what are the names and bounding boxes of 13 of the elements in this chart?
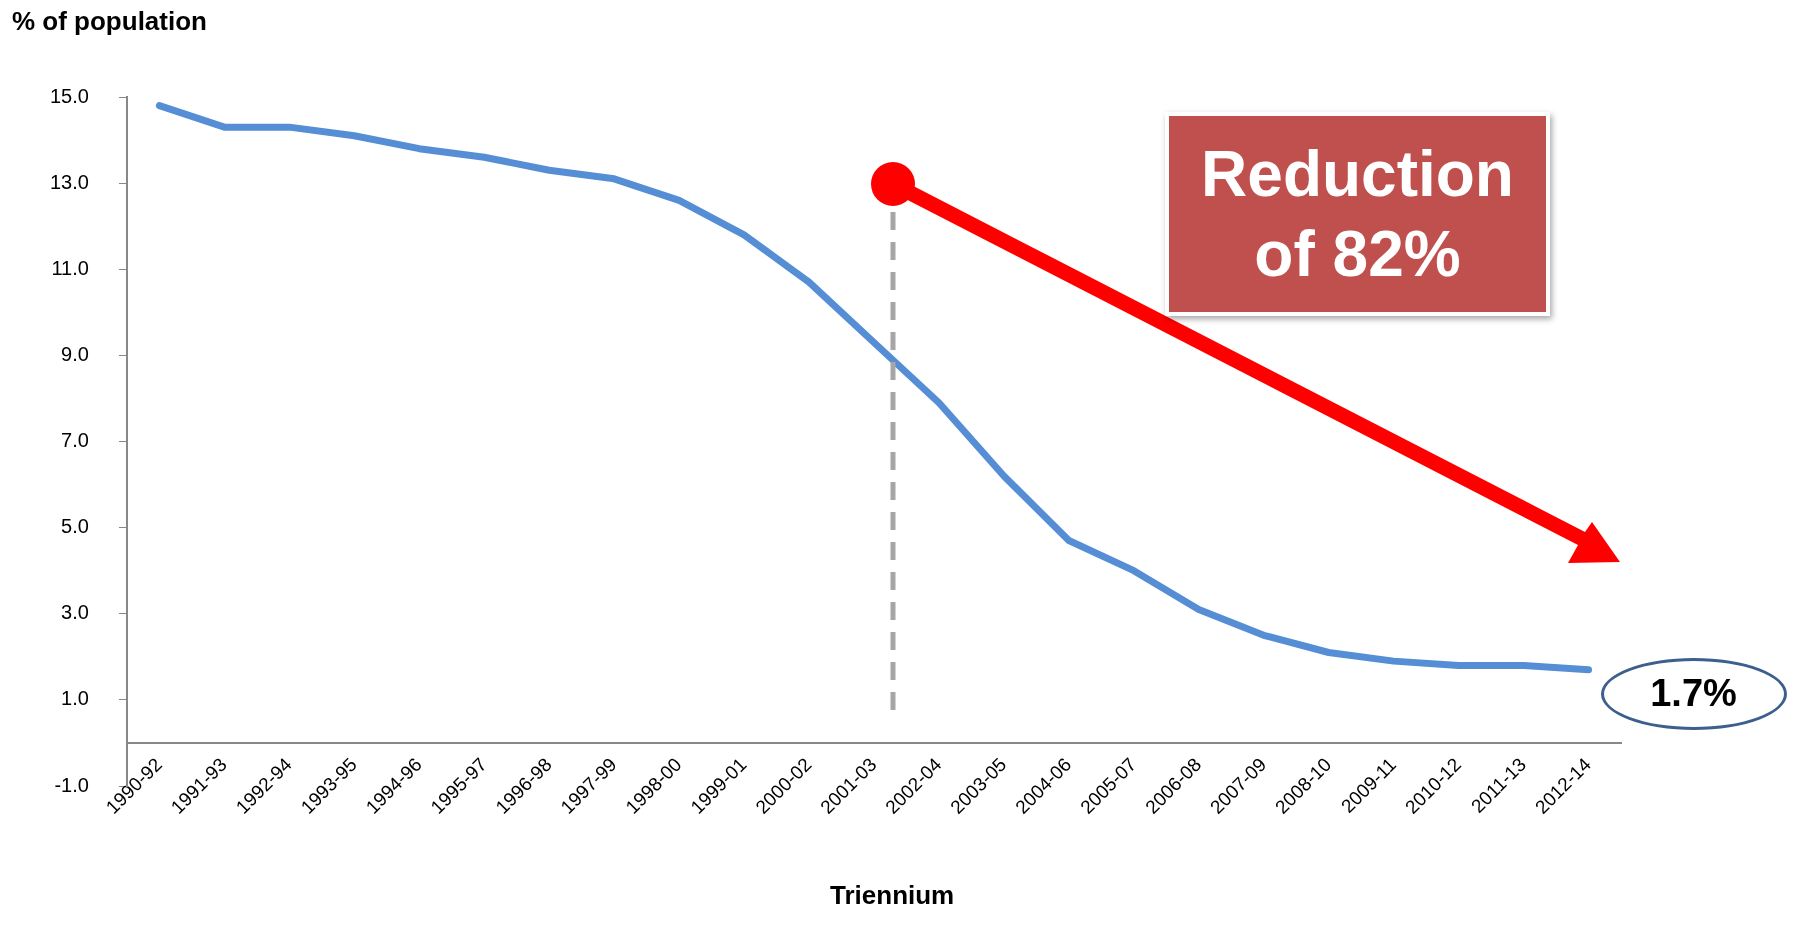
annotation: Reduction of 82% bbox=[1165, 112, 1550, 316]
y-tick-label: 11.0 bbox=[51, 256, 89, 279]
y-tick-label: 9.0 bbox=[61, 342, 89, 365]
y-tick-label: 13.0 bbox=[49, 170, 89, 193]
y-axis-title: % of population bbox=[12, 6, 207, 37]
y-tick-label: 1.0 bbox=[61, 687, 89, 710]
y-tick-label: -1.0 bbox=[54, 773, 89, 796]
y-tick-label: 3.0 bbox=[61, 601, 89, 624]
annotation: 1.7% bbox=[1600, 657, 1787, 730]
y-tick-label: 5.0 bbox=[61, 515, 89, 538]
y-tick-label: 15.0 bbox=[49, 84, 89, 107]
y-tick-label: 7.0 bbox=[61, 429, 89, 452]
x-axis-title: Triennium bbox=[830, 880, 955, 911]
